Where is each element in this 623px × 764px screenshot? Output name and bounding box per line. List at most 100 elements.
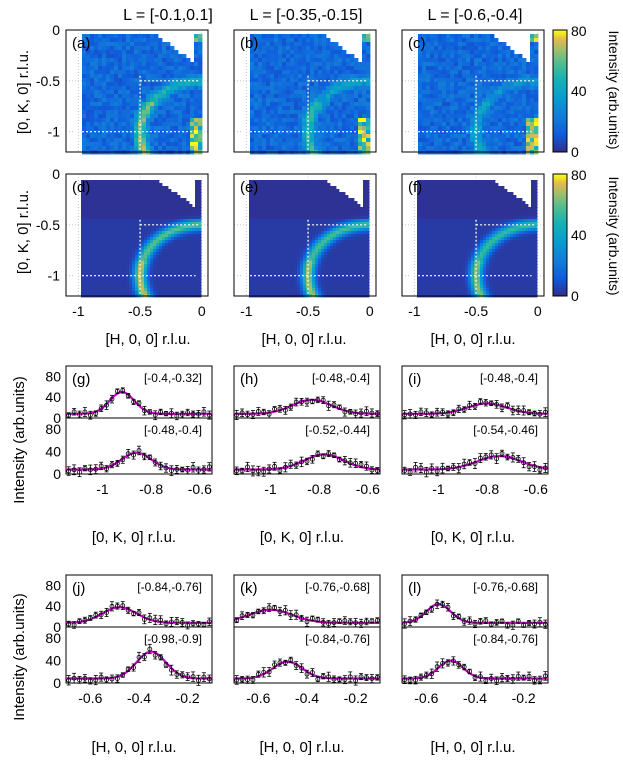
heatmap-cell bbox=[250, 66, 255, 71]
heatmap-cell bbox=[357, 222, 361, 226]
heatmap-cell bbox=[144, 267, 148, 271]
heatmap-cell bbox=[362, 114, 367, 119]
heatmap-cell bbox=[81, 192, 85, 196]
heatmap-cell bbox=[333, 222, 337, 226]
heatmap-cell bbox=[450, 114, 455, 119]
heatmap-cell bbox=[258, 70, 263, 75]
heatmap-cell bbox=[266, 98, 271, 103]
heatmap-cell bbox=[90, 183, 94, 187]
heatmap-cell bbox=[174, 267, 178, 271]
heatmap-cell bbox=[336, 234, 340, 238]
heatmap-cell bbox=[159, 270, 163, 274]
heatmap-cell bbox=[154, 78, 159, 83]
heatmap-cell bbox=[170, 66, 175, 71]
heatmap-cell bbox=[87, 225, 91, 229]
heatmap-cell bbox=[264, 192, 268, 196]
heatmap-cell bbox=[81, 246, 85, 250]
heatmap-cell bbox=[458, 74, 463, 79]
heatmap-cell bbox=[150, 54, 155, 59]
heatmap-cell bbox=[98, 46, 103, 51]
heatmap-cell bbox=[117, 273, 121, 277]
heatmap-cell bbox=[514, 62, 519, 67]
heatmap-cell bbox=[108, 228, 112, 232]
heatmap-cell bbox=[84, 261, 88, 265]
heatmap-cell bbox=[470, 58, 475, 63]
colorbar-segment bbox=[553, 64, 567, 68]
heatmap-cell bbox=[354, 210, 358, 214]
heatmap-cell bbox=[142, 66, 147, 71]
heatmap-cell bbox=[350, 82, 355, 87]
heatmap-cell bbox=[249, 225, 253, 229]
heatmap-cell bbox=[94, 94, 99, 99]
heatmap-cell bbox=[90, 210, 94, 214]
heatmap-cell bbox=[357, 210, 361, 214]
heatmap-cell bbox=[102, 90, 107, 95]
heatmap-cell bbox=[120, 288, 124, 292]
heatmap-cell bbox=[345, 225, 349, 229]
heatmap-cell bbox=[168, 288, 172, 292]
heatmap-cell bbox=[360, 234, 364, 238]
heatmap-cell bbox=[462, 78, 467, 83]
heatmap-cell bbox=[462, 42, 467, 47]
heatmap-cell bbox=[174, 231, 178, 235]
heatmap-cell bbox=[130, 34, 135, 39]
heatmap-cell bbox=[345, 237, 349, 241]
heatmap-cell bbox=[286, 134, 291, 139]
heatmap-cell bbox=[282, 183, 286, 187]
heatmap-cell bbox=[302, 74, 307, 79]
heatmap-cell bbox=[90, 276, 94, 280]
heatmap-cell bbox=[123, 207, 127, 211]
heatmap-cell bbox=[162, 94, 167, 99]
heatmap-cell bbox=[117, 219, 121, 223]
heatmap-cell bbox=[87, 219, 91, 223]
heatmap-cell bbox=[274, 86, 279, 91]
heatmap-cell bbox=[168, 222, 172, 226]
heatmap-cell bbox=[117, 234, 121, 238]
heatmap-cell bbox=[418, 102, 423, 107]
heatmap-cell bbox=[466, 78, 471, 83]
heatmap-cell bbox=[466, 146, 471, 151]
heatmap-cell bbox=[122, 42, 127, 47]
heatmap-cell bbox=[150, 246, 154, 250]
heatmap-cell bbox=[526, 114, 531, 119]
heatmap-cell bbox=[298, 138, 303, 143]
heatmap-cell bbox=[189, 240, 193, 244]
heatmap-cell bbox=[150, 38, 155, 43]
heatmap-cell bbox=[321, 216, 325, 220]
heatmap-cell bbox=[350, 134, 355, 139]
heatmap-cell bbox=[498, 62, 503, 67]
column-title-3: L = [-0.6,-0.4] bbox=[427, 7, 522, 24]
colorbar-segment bbox=[553, 50, 567, 53]
heatmap-cell bbox=[288, 204, 292, 208]
heatmap-cell bbox=[102, 285, 106, 289]
heatmap-cell bbox=[270, 192, 274, 196]
heatmap-cell bbox=[470, 106, 475, 111]
heatmap-cell bbox=[144, 216, 148, 220]
heatmap-cell bbox=[486, 114, 491, 119]
heatmap-cell bbox=[102, 261, 106, 265]
heatmap-cell bbox=[106, 62, 111, 67]
heatmap-cell bbox=[279, 204, 283, 208]
heatmap-cell bbox=[286, 62, 291, 67]
heatmap-cell bbox=[177, 207, 181, 211]
heatmap-cell bbox=[94, 38, 99, 43]
heatmap-cell bbox=[462, 90, 467, 95]
heatmap-cell bbox=[102, 98, 107, 103]
heatmap-cell bbox=[98, 106, 103, 111]
heatmap-cell bbox=[490, 82, 495, 87]
heatmap-cell bbox=[446, 138, 451, 143]
heatmap-cell bbox=[90, 237, 94, 241]
heatmap-cell bbox=[294, 138, 299, 143]
heatmap-cell bbox=[114, 183, 118, 187]
heatmap-cell bbox=[330, 225, 334, 229]
heatmap-cell bbox=[102, 46, 107, 51]
heatmap-cell bbox=[342, 78, 347, 83]
heatmap-cell bbox=[422, 66, 427, 71]
heatmap-cell bbox=[422, 74, 427, 79]
heatmap-cell bbox=[514, 146, 519, 151]
heatmap-cell bbox=[326, 142, 331, 147]
heatmap-cell bbox=[494, 74, 499, 79]
heatmap-cell bbox=[118, 94, 123, 99]
heatmap-cell bbox=[518, 78, 523, 83]
heatmap-cell bbox=[434, 94, 439, 99]
